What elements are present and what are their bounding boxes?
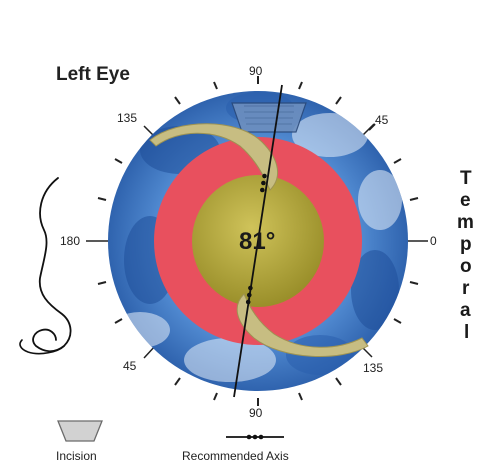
temporal-letter-e: e [460,190,471,211]
axis-dots-lower [245,285,253,305]
temporal-letter-t: T [460,168,472,189]
axis-value-label: 81° [239,228,275,255]
dial-ticks [97,76,419,406]
eye-title: Left Eye [56,64,130,85]
degree-label-135-upper: 135 [117,111,137,125]
legend-axis-label: Recommended Axis [182,449,289,463]
temporal-label: T e m p o r a l [457,168,474,343]
incision-mark [231,102,307,133]
degree-label-bottom-90: 90 [249,406,263,420]
recommended-axis-line [233,84,283,398]
nose-profile-icon [32,177,72,353]
temporal-letter-l: l [464,322,469,343]
temporal-letter-m: m [457,212,474,233]
incision-hatch [244,105,294,125]
degree-label-45-lower: 45 [123,359,137,373]
temporal-letter-o: o [460,256,472,277]
temporal-letter-p: p [460,234,472,255]
legend-incision-label: Incision [56,449,97,463]
temporal-letter-r: r [462,278,470,299]
degree-label-45-upper: 45 [375,113,389,127]
temporal-letter-a: a [460,300,471,321]
degree-label-0: 0 [430,234,437,248]
degree-label-135-lower: 135 [363,361,383,375]
incision-trapezoid-icon [57,420,103,442]
degree-label-180: 180 [60,234,80,248]
iol-haptic-upper [149,123,278,191]
axis-dots-upper [260,173,267,193]
degree-label-top-90: 90 [249,64,263,78]
iol-haptic-lower [236,293,369,357]
recommended-axis-icon [226,434,284,440]
